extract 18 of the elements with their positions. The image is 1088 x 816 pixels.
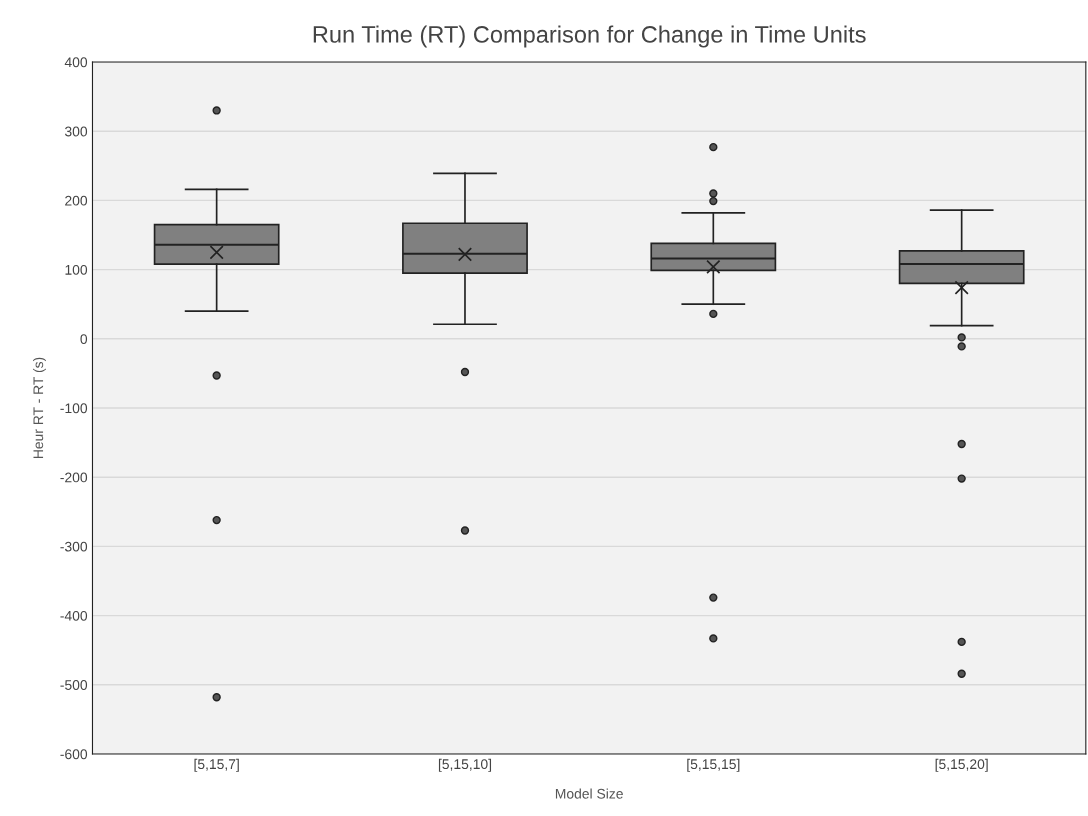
y-tick-label: 100: [65, 264, 88, 275]
y-tick-label: 0: [80, 334, 88, 344]
x-tick-label: [5,15,7]: [194, 758, 239, 772]
y-tick-label: -300: [60, 541, 88, 552]
y-axis-title: Heur RT - RT (s): [32, 357, 46, 459]
y-tick-label: -100: [60, 403, 88, 414]
x-tick-label: [5,15,10]: [438, 758, 492, 772]
y-tick-label: 300: [64, 126, 88, 137]
y-tick-label: -600: [60, 749, 88, 760]
chart-title: Run Time (RT) Comparison for Change in Time Units: [313, 25, 866, 48]
x-axis-title: Model Size: [555, 788, 623, 799]
y-tick-label: -500: [60, 680, 88, 690]
y-tick-label: -400: [60, 610, 88, 621]
y-tick-label: 200: [65, 195, 88, 206]
y-tick-label: -200: [60, 472, 88, 483]
x-tick-label: [5,15,15]: [687, 758, 740, 772]
x-tick-label: [5,15,20]: [935, 758, 988, 772]
y-tick-label: 400: [64, 57, 88, 68]
